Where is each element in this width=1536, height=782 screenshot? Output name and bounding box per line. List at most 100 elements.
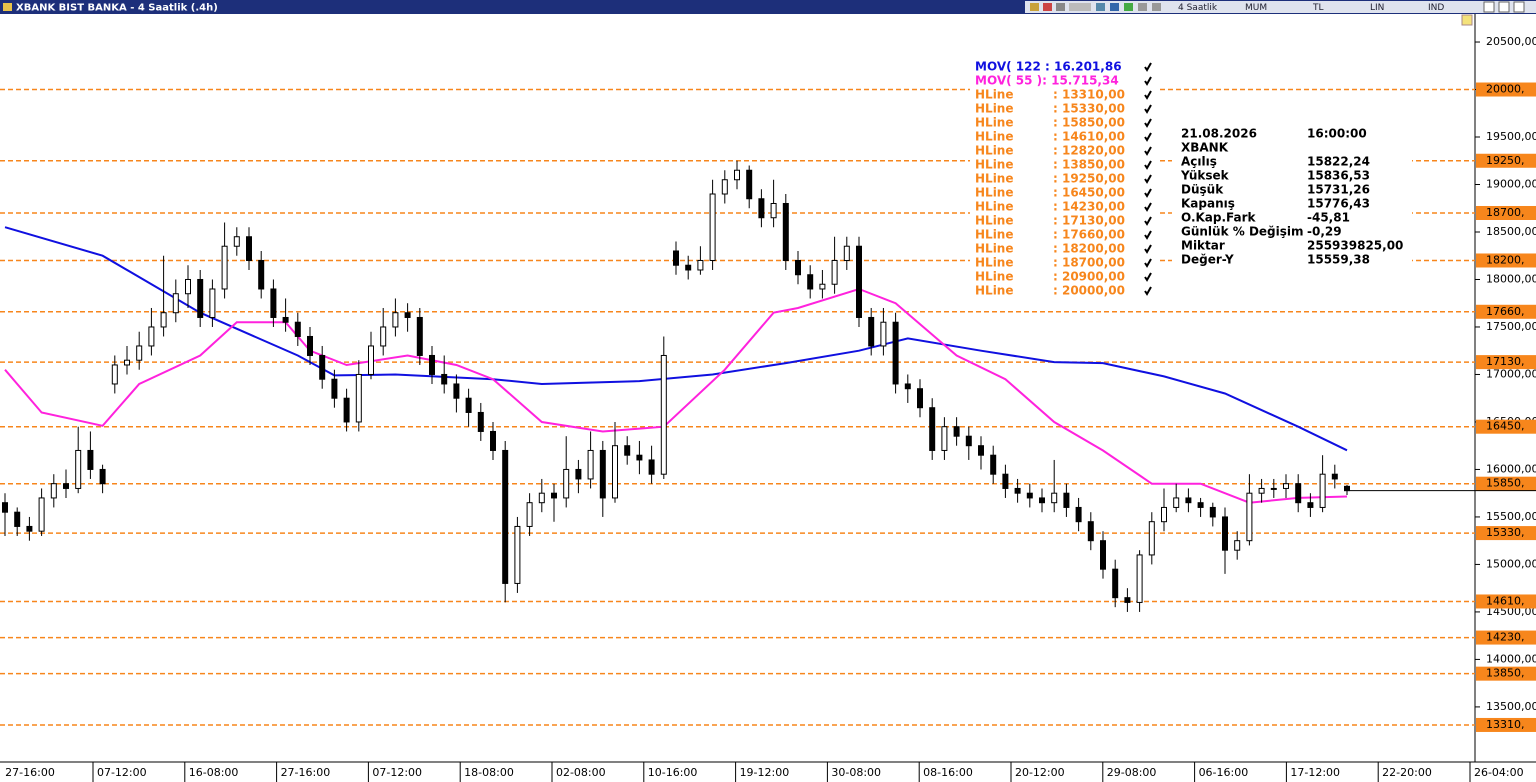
toolbar-button[interactable] (1096, 3, 1105, 11)
candle-body (477, 411, 484, 432)
legend-check (1144, 160, 1152, 170)
candle-body (551, 492, 557, 499)
minimize-button[interactable] (1483, 1, 1495, 13)
candle-body (965, 435, 972, 447)
hline-axis-label: 20000, (1486, 83, 1525, 96)
candle-body (1344, 485, 1350, 492)
toolbar-button[interactable] (1056, 3, 1065, 11)
legend-hline-name: HLine (975, 144, 1013, 158)
y-tick-label: 15000,00 (1486, 557, 1536, 570)
close-button[interactable] (1513, 1, 1525, 13)
candle-body (758, 198, 765, 219)
info-value: 15559,38 (1307, 253, 1370, 267)
candle-body (904, 383, 911, 390)
info-label: Yüksek (1180, 169, 1230, 183)
candle-body (404, 312, 411, 318)
legend-check (1144, 188, 1152, 198)
y-axis-panel (1475, 14, 1536, 762)
info-icon[interactable] (1461, 14, 1473, 26)
toolbar-icons (1030, 1, 1525, 26)
legend-hline-name: HLine (975, 256, 1013, 270)
candle-body (599, 449, 606, 499)
toolbar-button[interactable] (1110, 3, 1119, 11)
candle-body (380, 326, 387, 347)
candle-body (575, 468, 582, 480)
hline-axis-label: 14610, (1486, 594, 1525, 607)
candle-body (978, 445, 984, 456)
candle-body (465, 397, 472, 413)
info-label: Değer-Y (1181, 253, 1234, 267)
candle-body (831, 259, 838, 285)
candle-body (75, 449, 82, 489)
legend-hline-name: HLine (975, 270, 1013, 284)
candle-body (1234, 540, 1241, 551)
legend-hline-value: : 13310,00 (1053, 88, 1125, 102)
candle-body (209, 288, 216, 318)
candle-body (673, 250, 679, 266)
candle-body (221, 245, 228, 290)
candle-body (1112, 568, 1119, 599)
candle-body (87, 449, 94, 470)
candle-body (1307, 502, 1314, 508)
info-label: Günlük % Değişim (1181, 225, 1304, 239)
toolbar-button[interactable] (1124, 3, 1133, 11)
candle-body (624, 445, 631, 456)
hline-axis-box (1476, 630, 1536, 645)
candle-body (124, 359, 130, 366)
legend-hline-name: HLine (975, 102, 1013, 116)
x-tick-label: 07-12:00 (97, 766, 147, 779)
legend-check (1144, 132, 1152, 142)
info-label: Açılış (1181, 155, 1217, 169)
legend-hline-name: HLine (975, 242, 1013, 256)
info-value: 255939825,00 (1307, 239, 1403, 253)
candle-body (111, 364, 118, 385)
x-tick-label: 19-12:00 (740, 766, 790, 779)
candle-body (282, 316, 289, 323)
toolbar-button[interactable] (1030, 3, 1039, 11)
hline-axis-label: 15330, (1486, 526, 1525, 539)
toolbar-button[interactable] (1152, 3, 1161, 11)
candle-body (819, 283, 826, 290)
legend-hline-value: : 13850,00 (1053, 158, 1125, 172)
toolbar-label: MUM (1245, 3, 1267, 13)
legend-hline-value: : 20000,00 (1053, 284, 1125, 298)
x-tick-label: 06-16:00 (1199, 766, 1249, 779)
candle-body (441, 373, 448, 385)
candle-body (807, 274, 814, 290)
toolbar-button[interactable] (1069, 3, 1091, 11)
legend-hline-value: : 17130,00 (1053, 214, 1125, 228)
candle-body (319, 354, 326, 380)
candle-body (99, 468, 106, 485)
candle-body (1063, 492, 1070, 508)
hline-axis-box (1476, 666, 1536, 681)
x-tick-label: 29-08:00 (1107, 766, 1157, 779)
legend-hline-value: : 17660,00 (1053, 228, 1125, 242)
candle-body (721, 179, 728, 195)
toolbar-button[interactable] (1138, 3, 1147, 11)
maximize-button[interactable] (1498, 1, 1510, 13)
candle-body (843, 245, 850, 261)
candle-body (526, 502, 533, 527)
y-tick-label: 14000,00 (1486, 652, 1536, 665)
candle-body (416, 316, 423, 356)
legend-check (1144, 272, 1152, 282)
candle-body (1295, 483, 1302, 504)
hline-axis-label: 16450, (1486, 420, 1525, 433)
candle-body (648, 459, 655, 475)
candle-body (355, 373, 362, 423)
legend-hline-name: HLine (975, 284, 1013, 298)
x-tick-label: 27-16:00 (281, 766, 331, 779)
candle-body (136, 345, 143, 361)
toolbar-label: LIN (1370, 3, 1384, 13)
candle-body (1222, 516, 1228, 551)
candle-body (563, 468, 570, 499)
candle-body (258, 259, 265, 290)
candle-body (709, 193, 716, 261)
candle-body (331, 378, 338, 399)
toolbar-button[interactable] (1043, 3, 1052, 11)
y-tick-label: 18000,00 (1486, 272, 1536, 285)
candle-body (233, 236, 240, 247)
x-tick-label: 26-04:00 (1474, 766, 1524, 779)
candle-body (868, 316, 875, 347)
